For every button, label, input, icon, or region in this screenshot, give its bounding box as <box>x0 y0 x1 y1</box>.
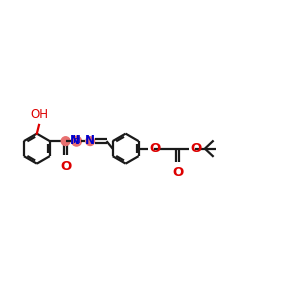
Text: N: N <box>70 134 80 146</box>
Text: O: O <box>172 166 183 179</box>
Text: O: O <box>60 160 71 173</box>
Text: OH: OH <box>30 108 48 122</box>
Circle shape <box>86 137 94 146</box>
Circle shape <box>72 136 81 146</box>
Circle shape <box>61 137 70 146</box>
Text: N: N <box>85 134 95 147</box>
Text: O: O <box>149 142 161 154</box>
Text: H: H <box>73 135 80 145</box>
Text: O: O <box>190 142 201 154</box>
